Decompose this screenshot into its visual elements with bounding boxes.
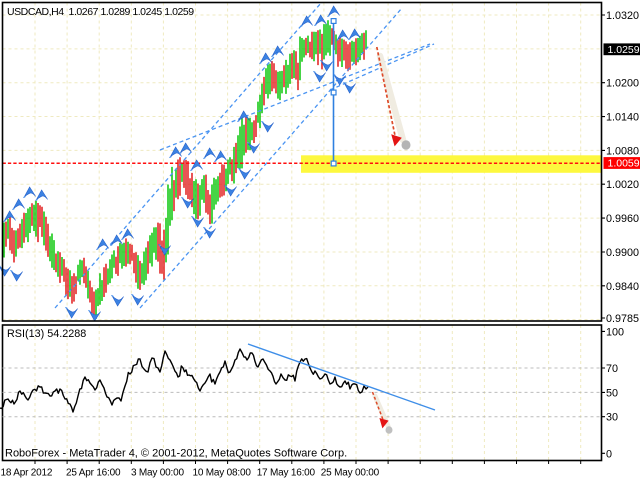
svg-text:25 Apr 16:00: 25 Apr 16:00 bbox=[66, 468, 121, 479]
svg-text:1.0080: 1.0080 bbox=[606, 145, 639, 157]
svg-text:1.0140: 1.0140 bbox=[606, 112, 639, 124]
svg-text:3 May 00:00: 3 May 00:00 bbox=[131, 468, 184, 479]
svg-text:70: 70 bbox=[606, 363, 618, 375]
svg-text:25 May 00:00: 25 May 00:00 bbox=[321, 468, 380, 479]
svg-text:0.9785: 0.9785 bbox=[606, 313, 639, 325]
svg-text:10 May 08:00: 10 May 08:00 bbox=[192, 468, 251, 479]
svg-text:0.9960: 0.9960 bbox=[606, 213, 639, 225]
svg-text:18 Apr 2012: 18 Apr 2012 bbox=[1, 468, 53, 479]
svg-text:0.9840: 0.9840 bbox=[606, 281, 639, 293]
svg-text:17 May 16:00: 17 May 16:00 bbox=[257, 468, 316, 479]
svg-text:1.0259: 1.0259 bbox=[608, 44, 640, 56]
svg-text:RoboForex - MetaTrader 4, © 20: RoboForex - MetaTrader 4, © 2001-2012, M… bbox=[5, 448, 347, 460]
svg-text:100: 100 bbox=[606, 326, 624, 338]
svg-text:RSI(13) 54.2288: RSI(13) 54.2288 bbox=[7, 328, 86, 340]
svg-text:1.0020: 1.0020 bbox=[606, 179, 639, 191]
svg-text:1.0320: 1.0320 bbox=[606, 10, 639, 22]
svg-text:0.9900: 0.9900 bbox=[606, 247, 639, 259]
svg-text:30: 30 bbox=[606, 412, 618, 424]
svg-text:50: 50 bbox=[606, 387, 618, 399]
svg-text:0: 0 bbox=[606, 448, 612, 460]
svg-text:USDCAD,H4 1.0267 1.0289 1.024: USDCAD,H4 1.0267 1.0289 1.0245 1.0259 bbox=[7, 6, 194, 18]
svg-text:1.0200: 1.0200 bbox=[606, 78, 639, 90]
svg-text:1.0059: 1.0059 bbox=[608, 158, 640, 170]
